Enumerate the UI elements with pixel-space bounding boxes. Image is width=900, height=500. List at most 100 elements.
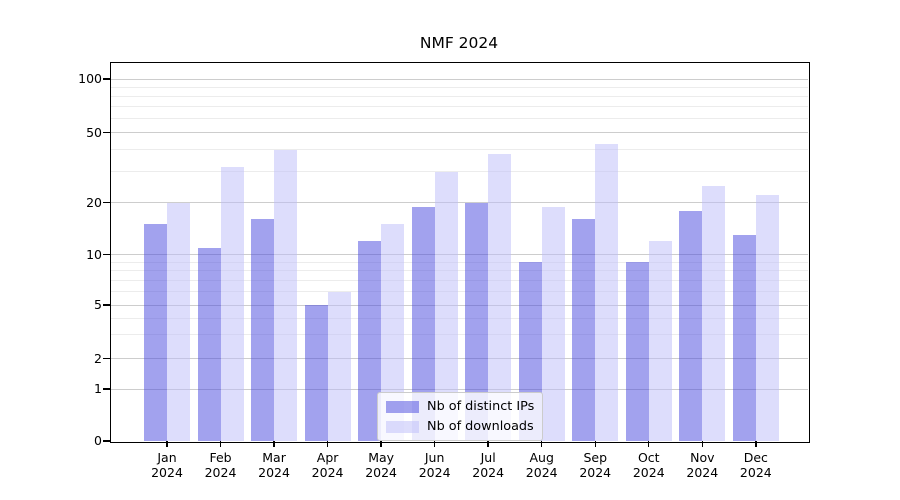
x-tick-label-oct: Oct 2024 [621,450,677,480]
major-gridline [110,132,808,133]
y-tick-label: 10 [86,246,102,262]
minor-gridline [110,280,808,282]
legend-row-ips: Nb of distinct IPs [386,399,534,414]
x-tick-label-dec: Dec 2024 [728,450,784,480]
x-tick-year: 2024 [365,465,398,480]
x-tick-year: 2024 [472,465,505,480]
x-tick-mark [166,441,168,447]
x-tick-year: 2024 [686,465,719,480]
legend-label-downloads: Nb of downloads [427,419,534,434]
chart-title: NMF 2024 [419,34,499,52]
minor-gridline [110,117,808,119]
x-tick-year: 2024 [204,465,237,480]
x-tick-label-may: May 2024 [353,450,409,480]
minor-gridline [110,171,808,173]
y-tick-label: 0 [94,433,102,448]
x-tick-mark [273,441,275,447]
x-tick-mark [594,441,596,447]
x-tick-month: Mar [262,450,286,465]
y-tick-label: 100 [78,71,102,86]
x-tick-mark [541,441,543,447]
bar-may-distinct-ips [358,241,382,441]
y-tick-mark [103,440,110,442]
bar-feb-distinct-ips [197,247,221,441]
bar-oct-downloads [648,241,672,441]
x-tick-month: May [368,450,395,465]
legend-swatch-distinct-ips [386,400,419,413]
major-gridline [110,78,808,80]
major-gridline [110,388,808,390]
bar-apr-distinct-ips [304,305,328,441]
x-tick-month: Sep [583,450,608,465]
major-gridline [110,202,808,204]
bar-dec-distinct-ips [732,235,756,441]
minor-gridline [110,149,808,151]
x-tick-month: Feb [209,450,232,465]
bar-nov-distinct-ips [679,210,703,441]
bar-aug-downloads [541,206,565,441]
x-tick-mark [701,441,703,447]
x-tick-year: 2024 [311,465,344,480]
minor-gridline [110,95,808,97]
y-tick-mark [103,357,110,360]
x-tick-year: 2024 [739,465,772,480]
bar-nov-downloads [702,185,726,441]
x-tick-year: 2024 [632,465,665,480]
bar-oct-distinct-ips [625,262,649,441]
x-tick-mark [433,441,436,447]
bar-apr-downloads [327,291,351,441]
major-gridline [110,254,808,256]
bar-jun-distinct-ips [411,206,435,441]
y-tick-label: 1 [94,381,102,396]
y-tick-label: 2 [94,350,102,366]
bar-dec-downloads [755,195,779,441]
y-tick-mark [103,78,110,80]
legend-row-downloads: Nb of downloads [386,419,534,434]
x-tick-label-jul: Jul 2024 [460,450,516,480]
x-tick-label-aug: Aug 2024 [514,450,570,480]
y-tick-mark [103,304,110,306]
legend-swatch-downloads [386,420,419,433]
x-tick-year: 2024 [151,465,183,480]
x-tick-mark [755,441,757,447]
y-tick-label: 5 [94,297,102,312]
minor-gridline [110,317,808,319]
y-tick-mark [103,202,110,204]
y-tick-label: 50 [86,124,102,140]
x-tick-month: Jun [424,450,445,465]
bar-jun-downloads [434,171,458,441]
x-tick-month: Dec [743,450,768,465]
bar-mar-distinct-ips [251,219,275,441]
x-tick-year: 2024 [525,465,558,480]
y-tick-mark [103,131,110,134]
x-tick-label-jun: Jun 2024 [407,450,463,480]
x-tick-mark [648,441,650,447]
x-tick-mark [219,441,222,447]
bar-mar-downloads [274,149,298,441]
minor-gridline [110,106,808,108]
x-tick-month: Nov [690,450,715,465]
x-tick-month: Jan [157,450,177,465]
x-tick-label-mar: Mar 2024 [246,450,302,480]
major-gridline [110,358,808,359]
x-tick-month: Aug [529,450,554,465]
bar-may-downloads [381,224,405,441]
y-tick-mark [103,254,110,256]
x-tick-year: 2024 [418,465,451,480]
x-tick-label-jan: Jan 2024 [139,450,195,480]
bar-feb-downloads [220,166,244,441]
bar-sep-downloads [595,144,619,441]
minor-gridline [110,86,808,88]
bar-jul-downloads [488,153,512,441]
x-tick-label-sep: Sep 2024 [567,450,623,480]
x-tick-mark [487,441,489,447]
x-tick-label-feb: Feb 2024 [193,450,249,480]
bar-jul-distinct-ips [465,202,489,441]
minor-gridline [110,334,808,336]
minor-gridline [110,291,808,293]
legend: Nb of distinct IPs Nb of downloads [377,392,543,441]
x-tick-mark [380,441,382,447]
bar-jan-distinct-ips [144,224,167,441]
x-tick-month: Apr [316,450,339,465]
